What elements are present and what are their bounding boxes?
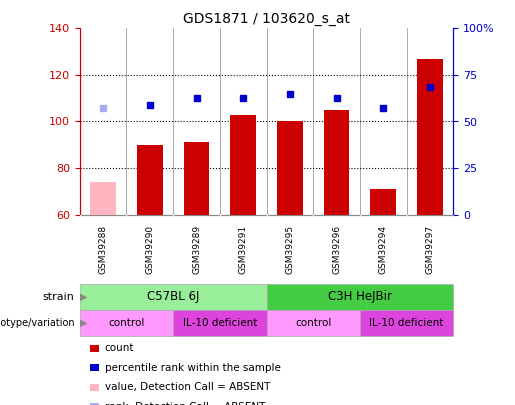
Text: GSM39291: GSM39291 <box>238 225 248 274</box>
Bar <box>417 59 443 215</box>
Text: rank, Detection Call = ABSENT: rank, Detection Call = ABSENT <box>105 402 265 405</box>
Text: C3H HeJBir: C3H HeJBir <box>328 290 392 303</box>
Text: GSM39294: GSM39294 <box>379 225 388 274</box>
Title: GDS1871 / 103620_s_at: GDS1871 / 103620_s_at <box>183 12 350 26</box>
Text: value, Detection Call = ABSENT: value, Detection Call = ABSENT <box>105 382 270 392</box>
Text: GSM39295: GSM39295 <box>285 225 295 274</box>
Text: GSM39288: GSM39288 <box>99 225 108 274</box>
Bar <box>90 182 116 215</box>
Bar <box>137 145 163 215</box>
Text: control: control <box>295 318 331 328</box>
Text: ▶: ▶ <box>80 292 88 302</box>
Text: control: control <box>108 318 145 328</box>
Text: GSM39289: GSM39289 <box>192 225 201 274</box>
Text: C57BL 6J: C57BL 6J <box>147 290 199 303</box>
Text: count: count <box>105 343 134 353</box>
Text: genotype/variation: genotype/variation <box>0 318 75 328</box>
Bar <box>370 189 396 215</box>
Text: GSM39297: GSM39297 <box>425 225 434 274</box>
Text: IL-10 deficient: IL-10 deficient <box>369 318 444 328</box>
Text: IL-10 deficient: IL-10 deficient <box>183 318 257 328</box>
Bar <box>184 143 209 215</box>
Bar <box>277 122 303 215</box>
Text: GSM39296: GSM39296 <box>332 225 341 274</box>
Bar <box>230 115 256 215</box>
Text: ▶: ▶ <box>80 318 88 328</box>
Text: GSM39290: GSM39290 <box>145 225 154 274</box>
Text: strain: strain <box>43 292 75 302</box>
Text: percentile rank within the sample: percentile rank within the sample <box>105 363 281 373</box>
Bar <box>324 110 349 215</box>
